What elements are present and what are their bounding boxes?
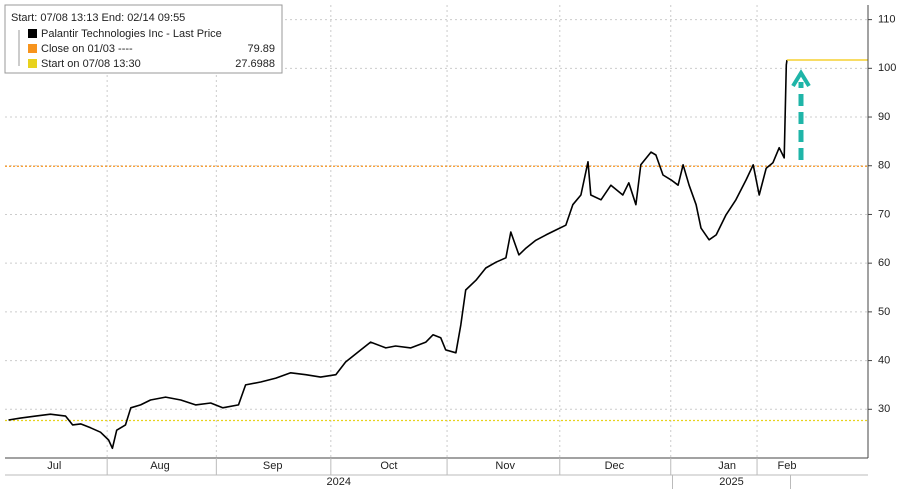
y-tick-label: 50	[878, 306, 890, 318]
arrow-head	[791, 69, 811, 88]
legend-swatch	[28, 59, 37, 68]
y-tick-label: 100	[878, 62, 896, 74]
legend-value: 27.6988	[235, 58, 275, 70]
legend-entry: Close on 01/03 ----	[41, 43, 133, 55]
legend-value: 79.89	[247, 43, 275, 55]
plot	[5, 59, 868, 450]
legend-entry: Start on 07/08 13:30	[41, 58, 141, 70]
grid	[5, 5, 868, 458]
legend-header: Start: 07/08 13:13 End: 02/14 09:55	[11, 12, 185, 24]
y-tick-label: 40	[878, 354, 890, 366]
y-tick-label: 90	[878, 111, 890, 123]
legend-box	[4, 4, 283, 74]
y-tick-label: 70	[878, 208, 890, 220]
x-tick-label: Dec	[605, 460, 625, 472]
x-tick-label: Jan	[718, 460, 736, 472]
x-tick-label: Sep	[263, 460, 283, 472]
x-tick-label: Aug	[150, 460, 170, 472]
legend-swatch	[28, 44, 37, 53]
price-line	[8, 59, 788, 450]
y-tick-label: 30	[878, 403, 890, 415]
y-tick-label: 80	[878, 160, 890, 172]
x-group-label: 2025	[719, 476, 743, 488]
x-tick-label: Jul	[47, 460, 61, 472]
y-tick-label: 110	[878, 14, 896, 26]
legend-swatch	[28, 29, 37, 38]
x-tick-label: Oct	[380, 460, 397, 472]
legend-entry: Palantir Technologies Inc - Last Price	[41, 28, 222, 40]
y-tick-label: 60	[878, 257, 890, 269]
legend: Start: 07/08 13:13 End: 02/14 09:55 Pala…	[4, 4, 283, 74]
arrow-annotation	[791, 69, 811, 160]
x-tick-label: Feb	[777, 460, 796, 472]
x-group-label: 2024	[327, 476, 351, 488]
x-tick-label: Nov	[495, 460, 515, 472]
